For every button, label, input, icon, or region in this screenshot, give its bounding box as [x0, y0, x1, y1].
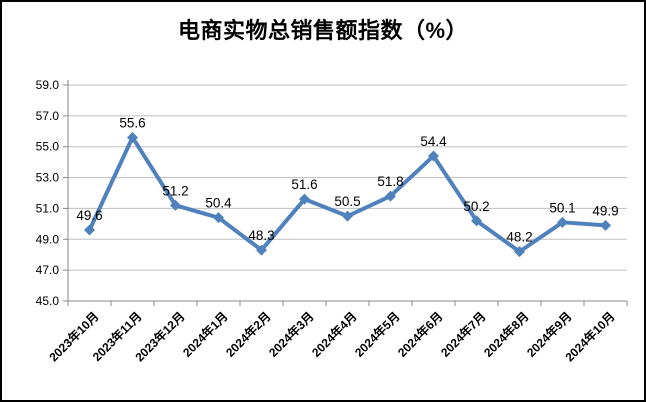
data-point-marker: [170, 199, 181, 211]
y-tick-label: 45.0: [36, 294, 60, 308]
y-tick-label: 53.0: [36, 171, 60, 185]
data-label: 48.2: [506, 230, 532, 245]
y-tick-label: 55.0: [36, 140, 60, 154]
x-tick-label: 2024年8月: [480, 309, 531, 360]
x-tick-label: 2024年7月: [437, 309, 488, 360]
data-point-marker: [299, 193, 310, 205]
y-tick-label: 51.0: [36, 201, 60, 215]
data-label: 48.3: [248, 228, 274, 243]
y-tick-label: 49.0: [36, 232, 60, 246]
y-tick-label: 59.0: [36, 78, 60, 92]
data-label: 50.4: [205, 196, 232, 211]
data-label: 55.6: [119, 115, 145, 130]
data-label: 49.6: [76, 208, 102, 223]
data-label: 51.6: [291, 177, 317, 192]
chart-title: 电商实物总销售额指数（%）: [177, 18, 469, 43]
data-point-marker: [84, 224, 95, 236]
y-tick-label: 47.0: [36, 263, 60, 277]
data-point-marker: [428, 150, 439, 162]
data-label: 50.2: [463, 199, 489, 214]
data-label: 50.5: [334, 194, 360, 209]
data-point-marker: [256, 244, 267, 256]
data-point-marker: [342, 210, 353, 222]
data-point-marker: [514, 246, 525, 258]
x-tick-label: 2024年1月: [179, 309, 230, 360]
data-point-marker: [385, 190, 396, 202]
data-point-marker: [127, 131, 138, 143]
x-tick-label: 2024年6月: [394, 309, 445, 360]
data-point-marker: [213, 212, 224, 224]
x-tick-label: 2024年2月: [222, 309, 273, 360]
data-point-marker: [557, 216, 568, 228]
data-label: 49.9: [592, 203, 618, 218]
data-label: 50.1: [549, 200, 575, 215]
x-tick-label: 2024年3月: [265, 309, 316, 360]
x-tick-label: 2024年4月: [308, 309, 359, 360]
data-point-marker: [600, 219, 611, 231]
y-tick-label: 57.0: [36, 109, 60, 123]
data-label: 51.2: [162, 183, 188, 198]
data-point-marker: [471, 215, 482, 227]
x-tick-label: 2024年5月: [351, 309, 402, 360]
data-label: 54.4: [420, 134, 447, 149]
data-label: 51.8: [377, 174, 403, 189]
